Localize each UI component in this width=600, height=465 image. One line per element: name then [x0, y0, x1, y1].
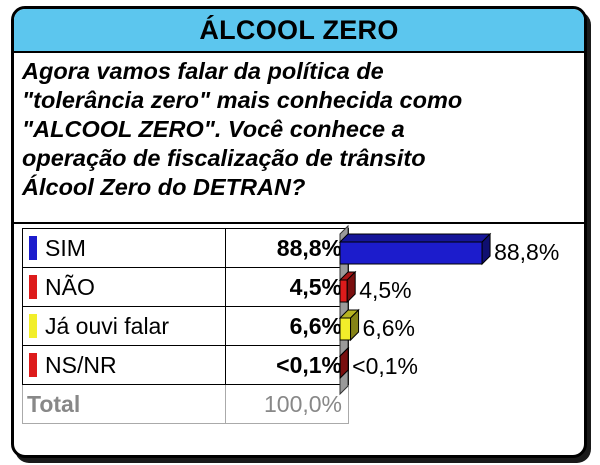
total-row: Total 100,0%: [22, 384, 349, 424]
table-row: SIM 88,8%: [22, 228, 349, 268]
row-label: NÃO: [45, 273, 95, 300]
bar-front: [339, 241, 483, 265]
bar-side: [346, 270, 356, 304]
page-title: ÁLCOOL ZERO: [199, 14, 399, 45]
bar-front: [339, 279, 348, 303]
bar-front: [339, 317, 352, 341]
bar-side: [350, 308, 360, 342]
color-swatch: [29, 314, 37, 338]
row-value: 6,6%: [225, 306, 349, 346]
row-label-cell: Já ouvi falar: [22, 306, 226, 346]
color-swatch: [29, 236, 37, 260]
bar-top: [338, 233, 492, 243]
bar-side: [339, 346, 349, 380]
table-row: NÃO 4,5%: [22, 267, 349, 307]
row-value: 88,8%: [225, 228, 349, 268]
bar-data-label: <0,1%: [352, 353, 418, 379]
row-label-cell: SIM: [22, 228, 226, 268]
question-line: operação de fiscalização de trânsito: [22, 145, 426, 171]
row-label-cell: NS/NR: [22, 345, 226, 385]
bar-data-label: 6,6%: [363, 315, 415, 341]
poll-card: ÁLCOOL ZERO Agora vamos falar da polític…: [11, 6, 587, 458]
bar-data-label: 4,5%: [359, 277, 411, 303]
total-value: 100,0%: [225, 384, 349, 424]
section-divider: [14, 222, 584, 224]
bar-data-label: 88,8%: [494, 239, 559, 265]
table-row: Já ouvi falar 6,6%: [22, 306, 349, 346]
row-label-cell: NÃO: [22, 267, 226, 307]
bar-side: [481, 232, 491, 266]
row-label: NS/NR: [45, 351, 117, 378]
title-bar: ÁLCOOL ZERO: [14, 9, 584, 53]
bar-chart: 88,8% 4,5% 6,6% <0,1%: [326, 223, 584, 423]
question-line: "tolerância zero" mais conhecida como: [22, 87, 463, 113]
total-label: Total: [22, 384, 226, 424]
results-table: SIM 88,8% NÃO 4,5% Já ouvi falar 6,6% NS…: [22, 228, 349, 424]
color-swatch: [29, 353, 37, 377]
question-text: Agora vamos falar da política de "tolerâ…: [22, 57, 577, 202]
row-value: 4,5%: [225, 267, 349, 307]
table-row: NS/NR <0,1%: [22, 345, 349, 385]
bar-chart-svg: 88,8% 4,5% 6,6% <0,1%: [338, 224, 559, 396]
question-line: Agora vamos falar da política de: [22, 58, 384, 84]
color-swatch: [29, 275, 37, 299]
question-line: Álcool Zero do DETRAN?: [22, 174, 306, 200]
question-line: "ALCOOL ZERO". Você conhece a: [22, 116, 405, 142]
row-label: SIM: [45, 234, 86, 261]
row-label: Já ouvi falar: [45, 312, 170, 339]
